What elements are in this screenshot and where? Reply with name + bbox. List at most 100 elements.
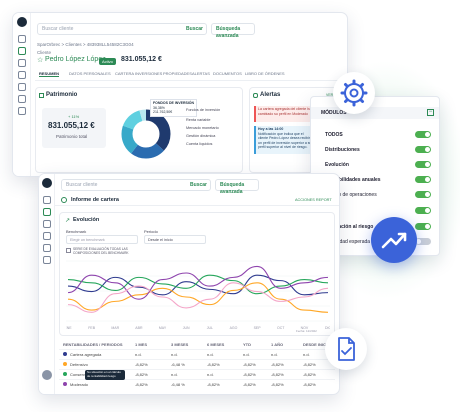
table-row: Moderado -8,82% -6,48 % -8,82% -8,82% -8,82% -… [59, 379, 335, 387]
legend-item: Gestión dinámica [186, 134, 216, 138]
tab-documentos[interactable]: DOCUMENTOS [213, 71, 242, 76]
x-tick-label: JUN [183, 326, 190, 330]
evolucion-card: ↗ Evolución Benchmark Elegir un benchmar… [59, 212, 335, 336]
row-name: Moderado [70, 382, 89, 387]
settings-icon[interactable] [18, 95, 26, 103]
series-color-dot [63, 372, 67, 376]
tooltip-box: Su situación en el cálculo de rentabilid… [85, 370, 125, 380]
alert-info[interactable]: Hoy a las 14:00 Notificación que indica … [254, 126, 314, 154]
tab-resumen[interactable]: RESUMEN [39, 71, 60, 77]
search-placeholder: Buscar cliente [66, 182, 98, 188]
row-cell: n.d. [135, 352, 142, 357]
client-label: Cliente [37, 50, 52, 55]
star-icon[interactable]: ☆ [37, 57, 44, 64]
report-action[interactable]: ACCIONES REPORT [295, 198, 332, 202]
toggle-todos[interactable] [415, 131, 431, 138]
alert-danger[interactable]: La cartera agregada del cliente ha cambi… [254, 106, 314, 122]
user-icon[interactable] [43, 220, 51, 228]
legend-item: Renta variable [186, 118, 211, 122]
table-row: Cartera agregada n.d. n.d. n.d. n.d. n.d. n.d. [59, 349, 335, 357]
donut-chart[interactable] [116, 104, 176, 164]
x-tick-label: ENE [66, 326, 72, 330]
series-line-1[interactable] [67, 282, 329, 313]
row-cell: -8,82% [243, 382, 256, 387]
report-title: Informe de cartera [71, 197, 119, 203]
series-color-dot [63, 362, 67, 366]
evolution-line-chart[interactable]: ENE FEB MAR ABR MAY JUN JUL AGO SEP OCT NOV DIC [66, 259, 330, 331]
advanced-search-button[interactable]: Búsqueda avanzada [215, 179, 259, 195]
module-rentabilidades: Rentabilidades anuales [325, 177, 381, 183]
user-icon[interactable] [18, 59, 26, 67]
report-header: Informe de cartera ACCIONES REPORT [55, 194, 339, 206]
tab-inversiones[interactable]: INVERSIONES [135, 71, 163, 76]
donut-slice-3[interactable] [121, 109, 171, 159]
row-name: Cartera agregada [70, 352, 102, 357]
x-tick-label: SEP [254, 326, 262, 330]
benchmark-select[interactable]: Elegir un benchmark [66, 235, 138, 244]
checkbox[interactable] [66, 248, 71, 253]
toggle-rentabilidades[interactable] [415, 176, 431, 183]
row-cell: -8,82% [303, 362, 316, 367]
series-line-0[interactable] [67, 274, 329, 296]
row-cell: -6,48 % [171, 362, 185, 367]
header-cell: DESDE INICIO [303, 342, 331, 347]
donut-slice-5[interactable] [121, 109, 171, 159]
row-cell: -8,82% [271, 372, 284, 377]
doc-icon[interactable] [43, 244, 51, 252]
benchmark-label: Benchmark [66, 229, 87, 234]
tab-propiedades[interactable]: PROPIEDADES [163, 71, 192, 76]
x-tick-label: JUL [207, 326, 213, 330]
donut-slice-2[interactable] [121, 109, 171, 159]
search-button[interactable]: Buscar [186, 26, 203, 32]
row-cell: -8,82% [271, 362, 284, 367]
status-badge: Activo [99, 58, 116, 65]
search-button[interactable]: Buscar [190, 182, 207, 188]
module-volatilidad: Volatilidad esperada [325, 239, 371, 245]
row-cell: -8,82% [207, 362, 220, 367]
avatar[interactable] [42, 370, 52, 380]
search-input[interactable]: Buscar cliente Buscar [61, 179, 211, 191]
header-cell: 3 MESES [171, 342, 189, 347]
toggle-operaciones[interactable] [415, 191, 431, 198]
chart-icon[interactable] [43, 232, 51, 240]
chart-note: Fecha: 12/2022 [296, 329, 317, 333]
advanced-search-button[interactable]: Búsqueda avanzada [211, 23, 255, 39]
doc-icon[interactable] [18, 83, 26, 91]
toggle-distribuciones[interactable] [415, 146, 431, 153]
settings-icon[interactable] [43, 256, 51, 264]
tab-libro[interactable]: LIBRO DE ÓRDENES [245, 71, 285, 76]
toggle-riesgo[interactable] [415, 223, 431, 230]
grid-icon[interactable] [43, 208, 51, 216]
home-icon[interactable] [43, 196, 51, 204]
series-color-dot [63, 382, 67, 386]
patrimonio-value: 831.055,12 € [48, 121, 95, 130]
periodo-label: Periodo [144, 229, 158, 234]
toggle-evolucion[interactable] [415, 161, 431, 168]
row-cell: -8,82% [271, 382, 284, 387]
table-row: Conservador -8,82% n.d. n.d. -8,82% -8,82% -8,… [59, 369, 335, 377]
series-line-2[interactable] [67, 274, 329, 295]
tab-datos[interactable]: DATOS PERSONALES [69, 71, 111, 76]
advanced-search-label: Búsqueda avanzada [220, 182, 245, 195]
toggle-extra[interactable] [415, 207, 431, 214]
patrimonio-change: + 11% [68, 114, 80, 119]
header-cell: 1 AÑO [271, 342, 284, 347]
search-input[interactable]: Buscar cliente Buscar [37, 23, 207, 35]
toggle-volatilidad[interactable] [415, 238, 431, 245]
tab-alertas[interactable]: ALERTAS [192, 71, 210, 76]
grid-icon[interactable] [18, 47, 26, 55]
search-placeholder: Buscar cliente [42, 26, 74, 32]
patrimonio-title: Patrimonio [46, 92, 78, 98]
modules-header: MÓDULOS − [311, 107, 439, 119]
tab-cartera[interactable]: CARTERA [115, 71, 135, 76]
collapse-icon[interactable]: − [427, 109, 434, 116]
periodo-select[interactable]: Desde el inicio [144, 235, 206, 244]
breadcrumb[interactable]: SparOrbrec > Clientes > 483938LL54582C3G… [37, 42, 134, 47]
home-icon[interactable] [18, 35, 26, 43]
series-line-4[interactable] [67, 282, 329, 313]
series-line-3[interactable] [67, 265, 329, 300]
x-tick-label: NOV [301, 326, 309, 330]
row-cell: n.d. [207, 352, 214, 357]
bell-icon[interactable] [18, 107, 26, 115]
chart-icon[interactable] [18, 71, 26, 79]
